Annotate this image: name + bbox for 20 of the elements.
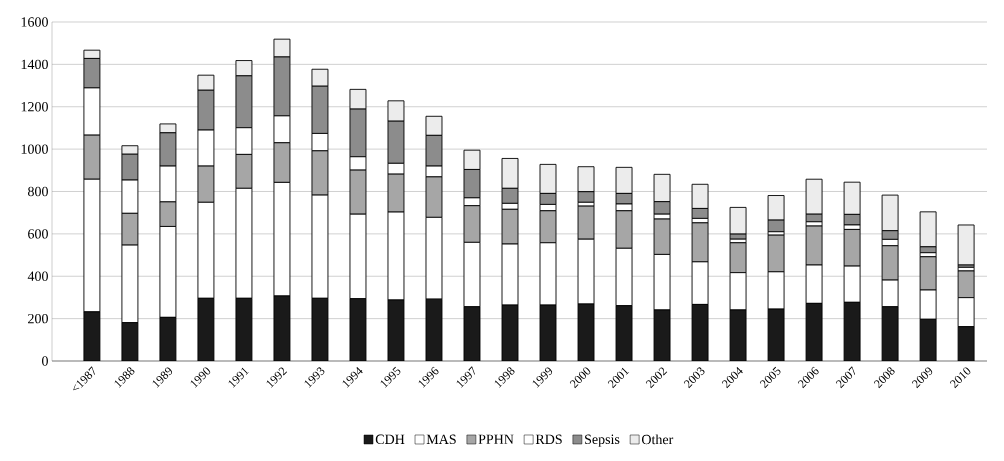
- y-tick-label: 1200: [21, 102, 48, 112]
- bar: [919, 211, 937, 248]
- y-tick-label: 800: [28, 186, 48, 197]
- x-tick-label: 1991: [228, 367, 250, 388]
- y-tick-label: 1600: [21, 17, 48, 27]
- x-tick-label: 2001: [607, 367, 630, 389]
- legend-label: MAS: [426, 434, 456, 445]
- y-tick-label: 600: [28, 229, 48, 239]
- legend-label: Other: [641, 434, 674, 445]
- y-tick-label: 1400: [21, 59, 48, 70]
- y-tick-label: 200: [28, 313, 48, 324]
- bar: [729, 206, 747, 235]
- legend-label: RDS: [535, 434, 562, 445]
- bar: [957, 224, 975, 266]
- legend-label: PPHN: [478, 434, 514, 444]
- y-tick-label: 0: [42, 356, 48, 366]
- legend-label: CDH: [375, 434, 405, 445]
- y-tick-label: 1000: [21, 144, 48, 154]
- legend-label: Sepsis: [585, 434, 620, 447]
- y-tick-label: 400: [27, 271, 48, 281]
